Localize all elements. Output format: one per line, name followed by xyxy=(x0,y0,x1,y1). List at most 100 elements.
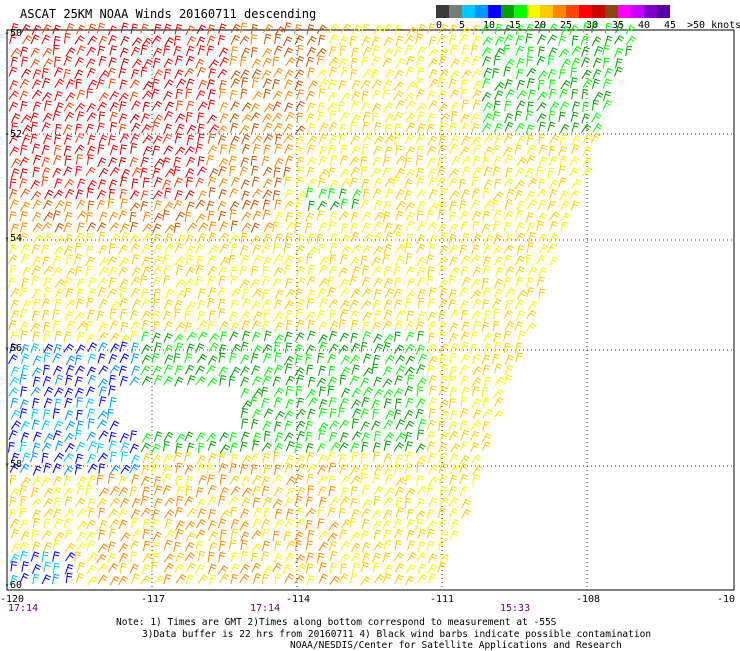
wind-barb xyxy=(163,58,174,69)
wind-barb xyxy=(52,475,63,486)
wind-barb xyxy=(307,80,318,90)
wind-barb xyxy=(285,476,296,486)
wind-barb xyxy=(153,212,164,223)
wind-barb xyxy=(393,299,403,310)
wind-barb xyxy=(470,199,481,209)
wind-barb xyxy=(263,133,274,144)
wind-barb xyxy=(162,473,172,484)
wind-barb xyxy=(206,464,214,476)
wind-barb xyxy=(87,418,95,429)
wind-barb xyxy=(52,539,61,550)
wind-barb xyxy=(284,102,294,113)
wind-barb xyxy=(472,409,482,420)
wind-barb xyxy=(140,44,148,56)
wind-barb xyxy=(65,364,75,376)
wind-barb xyxy=(229,187,239,198)
wind-barb xyxy=(32,298,41,309)
wind-barb xyxy=(108,179,118,190)
wind-barb xyxy=(428,385,437,396)
wind-barb xyxy=(339,154,349,165)
wind-barb xyxy=(43,498,54,508)
wind-barb xyxy=(592,57,602,68)
wind-barb xyxy=(373,277,383,288)
wind-barb xyxy=(494,35,505,46)
wind-barb xyxy=(349,497,358,509)
wind-barb xyxy=(98,55,107,67)
wind-barb xyxy=(437,35,447,46)
wind-barb xyxy=(448,122,457,133)
wind-barb xyxy=(439,47,449,58)
wind-barb xyxy=(449,464,460,475)
wind-barb xyxy=(41,34,51,45)
wind-barb xyxy=(96,310,105,321)
wind-barb xyxy=(19,210,28,222)
wind-barb xyxy=(174,189,184,201)
wind-barb xyxy=(438,420,445,432)
wind-barb xyxy=(536,188,547,198)
wind-barb xyxy=(395,99,405,110)
wind-barb xyxy=(395,506,405,518)
wind-barb xyxy=(130,352,140,364)
wind-barb xyxy=(53,144,62,156)
wind-barb xyxy=(108,431,117,443)
wind-barb xyxy=(98,396,107,407)
wind-barb xyxy=(295,332,305,342)
wind-barb xyxy=(131,517,139,529)
wind-barb xyxy=(240,156,250,168)
wind-barb xyxy=(460,440,469,452)
wind-barb xyxy=(85,265,94,276)
wind-barb xyxy=(405,233,413,244)
wind-barb xyxy=(351,90,361,101)
wind-barb xyxy=(306,24,315,35)
wind-barb xyxy=(461,276,471,287)
wind-barb xyxy=(471,474,480,485)
wind-barb xyxy=(393,223,403,234)
wind-barb xyxy=(162,453,173,464)
wind-barb xyxy=(76,542,87,552)
wind-barb xyxy=(64,409,74,421)
note-line-2: 3)Data buffer is 22 hrs from 20160711 4)… xyxy=(142,629,652,640)
wind-barb xyxy=(494,278,503,289)
wind-barb xyxy=(273,67,284,78)
wind-barb xyxy=(118,113,128,124)
wind-barb xyxy=(184,496,194,507)
wind-barb xyxy=(416,462,424,473)
wind-barb xyxy=(404,385,414,396)
wind-barb xyxy=(283,432,294,442)
wind-barb xyxy=(41,442,52,452)
wind-barb xyxy=(76,111,85,122)
wind-barb xyxy=(142,452,152,463)
wind-barb xyxy=(449,244,459,255)
wind-barb xyxy=(118,67,127,79)
wind-barb xyxy=(239,265,247,277)
wind-barb xyxy=(8,319,17,331)
wind-barb xyxy=(371,552,381,563)
wind-barb xyxy=(504,364,514,376)
wind-barb xyxy=(208,124,219,134)
wind-barb xyxy=(175,78,187,88)
wind-barb xyxy=(582,101,590,113)
wind-barb xyxy=(241,113,252,123)
wind-barb xyxy=(294,574,305,584)
wind-barb xyxy=(228,143,237,155)
wind-barb xyxy=(97,179,107,190)
wind-barb xyxy=(251,68,262,79)
wind-barb xyxy=(32,154,42,165)
wind-barb xyxy=(582,133,593,144)
wind-barb xyxy=(339,464,348,475)
wind-barb xyxy=(417,353,428,364)
wind-barb xyxy=(373,388,384,399)
wind-barb xyxy=(416,88,425,100)
wind-barb xyxy=(340,475,351,485)
wind-barb xyxy=(76,520,88,531)
wind-barb xyxy=(9,343,18,354)
wind-barb xyxy=(19,541,29,552)
wind-barb xyxy=(305,56,315,67)
wind-barb xyxy=(74,365,85,376)
wind-barb xyxy=(438,519,447,530)
wind-barb xyxy=(350,531,361,542)
wind-barb xyxy=(21,266,32,277)
wind-barb xyxy=(230,70,241,80)
wind-barb xyxy=(52,408,60,419)
